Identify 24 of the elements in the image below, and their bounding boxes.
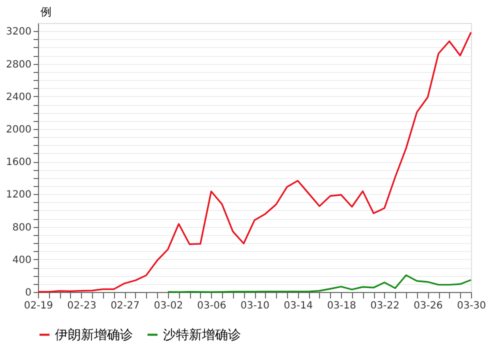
- x-tick-label: 02-23: [67, 300, 96, 312]
- legend-label: 沙特新增确诊: [163, 328, 241, 343]
- x-tick-label: 03-26: [414, 300, 443, 312]
- x-tick-label: 03-30: [456, 300, 486, 312]
- line-series: [167, 274, 472, 293]
- y-tick-label: 0: [25, 288, 32, 298]
- x-tick-label: 03-22: [370, 300, 400, 312]
- y-tick-label: 2400: [6, 92, 32, 103]
- y-tick-label: 400: [12, 254, 32, 266]
- y-tick-label: 800: [12, 222, 32, 234]
- x-tick-label: 03-14: [284, 300, 313, 312]
- y-tick-label: 2800: [6, 59, 32, 70]
- x-tick-label: 03-10: [240, 300, 270, 312]
- legend-label: 伊朗新增确诊: [55, 326, 133, 343]
- y-tick-label: 1200: [6, 190, 32, 201]
- y-axis-title: 例: [40, 6, 52, 18]
- x-tick-label: 02-19: [24, 300, 54, 312]
- y-tick-label: 2000: [6, 124, 32, 136]
- x-tick-label: 03-18: [327, 300, 356, 312]
- y-tick-label: 1600: [6, 157, 32, 168]
- y-tick-label: 3200: [6, 26, 32, 38]
- x-tick-label: 03-02: [154, 300, 183, 312]
- x-tick-label: 02-27: [110, 300, 140, 312]
- x-tick-label: 03-06: [197, 300, 226, 312]
